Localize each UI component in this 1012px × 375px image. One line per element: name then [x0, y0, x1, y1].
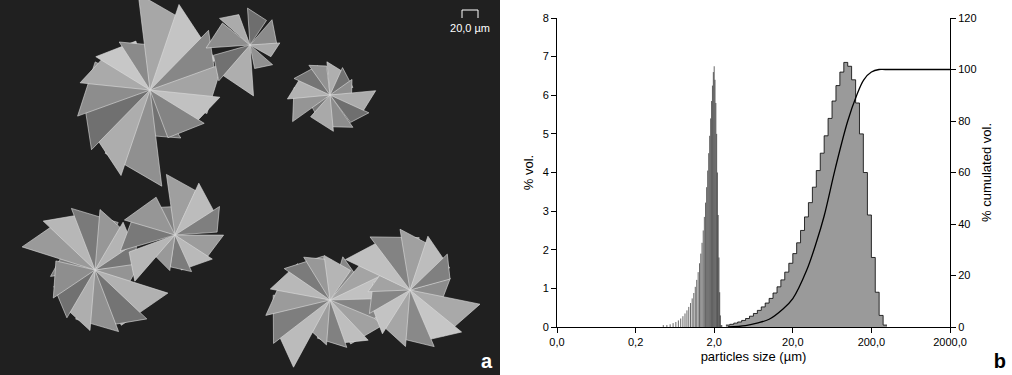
svg-text:2: 2 [543, 244, 549, 256]
svg-text:0,2: 0,2 [628, 336, 643, 348]
svg-text:20,0 µm: 20,0 µm [450, 22, 490, 34]
svg-text:7: 7 [543, 50, 549, 62]
svg-text:100: 100 [958, 63, 976, 75]
svg-text:5: 5 [543, 128, 549, 140]
svg-text:% cumulated vol.: % cumulated vol. [979, 123, 994, 222]
svg-text:20,0: 20,0 [782, 336, 803, 348]
svg-text:a: a [481, 350, 493, 372]
svg-text:80: 80 [958, 115, 970, 127]
html-text:b: b [993, 350, 1006, 372]
svg-text:8: 8 [543, 12, 549, 24]
svg-text:200,0: 200,0 [858, 336, 886, 348]
svg-text:0,0: 0,0 [549, 336, 564, 348]
svg-text:60: 60 [958, 166, 970, 178]
svg-text:1: 1 [543, 282, 549, 294]
svg-text:3: 3 [543, 205, 549, 217]
svg-text:4: 4 [543, 166, 549, 178]
svg-text:40: 40 [958, 218, 970, 230]
svg-text:2,0: 2,0 [707, 336, 722, 348]
svg-text:20: 20 [958, 269, 970, 281]
svg-text:% vol.: % vol. [521, 155, 536, 190]
svg-text:2000,0: 2000,0 [933, 336, 967, 348]
svg-text:120: 120 [958, 12, 976, 24]
svg-text:6: 6 [543, 89, 549, 101]
svg-text:0: 0 [543, 321, 549, 333]
svg-text:particles size (µm): particles size (µm) [701, 349, 807, 364]
svg-text:0: 0 [958, 321, 964, 333]
